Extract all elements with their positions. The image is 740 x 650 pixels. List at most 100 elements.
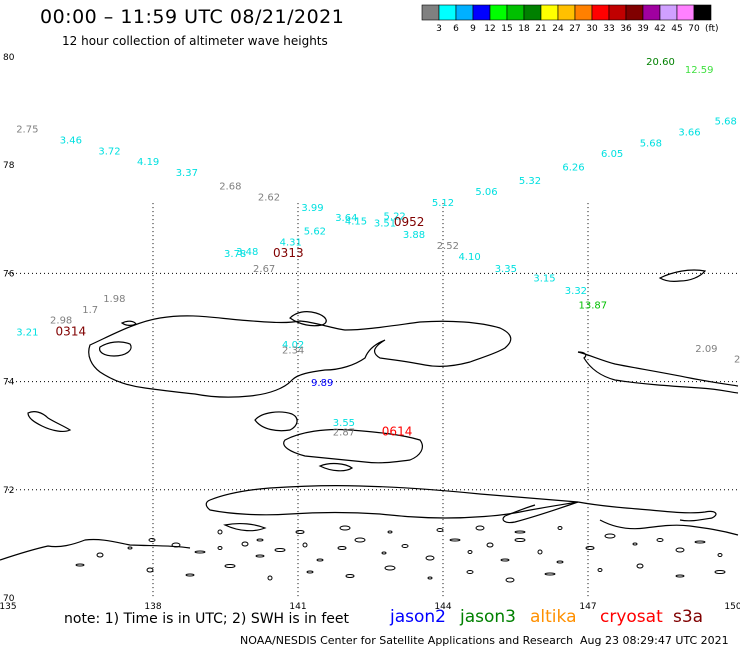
latitude-label: 70: [3, 594, 15, 604]
longitude-label: 144: [434, 602, 451, 612]
lake: [467, 550, 473, 554]
legend-label: 9: [470, 24, 476, 34]
legend-swatch: [455, 4, 474, 21]
lake: [597, 568, 603, 572]
legend-swatch: [438, 4, 457, 21]
legend-swatch: [489, 4, 508, 21]
wave-height-value: 5.22: [384, 211, 406, 222]
satellite-jason2: jason2: [390, 607, 446, 627]
lake: [514, 530, 526, 534]
note-text: note: 1) Time is in UTC; 2) SWH is in fe…: [64, 611, 350, 627]
lake: [224, 564, 236, 568]
pass-time-label: 0952: [394, 215, 425, 229]
legend-swatch: [693, 4, 712, 21]
lake: [295, 530, 305, 534]
lake: [425, 555, 435, 561]
lake: [302, 542, 308, 548]
wave-height-value: 2.09: [695, 344, 717, 355]
longitude-labels: 135 138 141 144 147 150: [0, 602, 740, 612]
wave-height-value: 2.66: [734, 355, 740, 366]
longitude-label: 141: [289, 602, 306, 612]
footer-source: NOAA/NESDIS Center for Satellite Applica…: [240, 634, 574, 647]
lake: [401, 544, 409, 548]
wave-height-value: 3.21: [16, 328, 38, 339]
lake: [544, 572, 556, 576]
legend-label: 24: [552, 24, 564, 34]
wave-height-value: 20.60: [646, 57, 675, 68]
lake: [354, 537, 366, 543]
latitude-label: 78: [3, 161, 15, 171]
legend-label: 27: [569, 24, 580, 34]
legend-label: 18: [518, 24, 530, 34]
lake: [436, 528, 444, 532]
wave-height-value: 2.67: [253, 264, 275, 275]
satellite-s3a: s3a: [673, 607, 704, 627]
wave-height-value: 3.48: [236, 247, 258, 258]
longitude-label: 147: [579, 602, 596, 612]
wave-height-value: 4.10: [458, 252, 480, 263]
legend-label: 70: [688, 24, 700, 34]
latitude-label: 74: [3, 378, 15, 388]
pass-time-label: 0313: [273, 246, 304, 260]
lake: [604, 533, 616, 539]
lake: [381, 551, 387, 555]
lake: [636, 563, 644, 569]
wave-height-value: 2.98: [50, 316, 72, 327]
legend-label: 36: [620, 24, 632, 34]
wave-height-value: 2.52: [437, 241, 459, 252]
wave-height-value: 5.68: [640, 138, 662, 149]
lake: [675, 574, 685, 578]
map-subtitle: 12 hour collection of altimeter wave hei…: [62, 34, 328, 48]
wave-height-value: 12.59: [685, 65, 714, 76]
legend-label: 30: [586, 24, 598, 34]
latitude-labels: 80 78 76 74 72 70: [3, 53, 15, 604]
legend-label: 42: [654, 24, 665, 34]
lake: [217, 546, 223, 550]
lake: [694, 540, 706, 544]
legend-label: 33: [603, 24, 614, 34]
wave-height-value: 13.87: [579, 301, 608, 312]
legend-swatch: [574, 4, 593, 21]
lake: [146, 567, 154, 573]
latitude-label: 80: [3, 53, 15, 63]
legend-swatch: [523, 4, 542, 21]
wave-height-value: 1.98: [103, 294, 125, 305]
lake: [632, 542, 638, 546]
wave-height-value: 3.55: [333, 418, 355, 429]
lake: [274, 548, 286, 552]
legend-unit: (ft): [705, 24, 719, 34]
lake: [714, 570, 726, 574]
lake: [500, 558, 510, 562]
lake: [241, 541, 249, 547]
wave-height-value: 4.31: [280, 237, 302, 248]
satellite-cryosat: cryosat: [600, 607, 663, 627]
legend-swatch: [608, 4, 627, 21]
wave-height-value: 5.62: [304, 226, 326, 237]
wave-height-value: 3.15: [533, 274, 555, 285]
lake: [267, 575, 273, 581]
lake: [717, 553, 723, 557]
lake: [148, 538, 156, 542]
wave-height-value: 3.78: [224, 249, 246, 260]
lake: [514, 538, 526, 542]
lake: [316, 558, 324, 562]
legend-swatch: [540, 4, 559, 21]
wave-height-value: 5.06: [475, 187, 497, 198]
satellite-altika: altika: [530, 607, 577, 627]
longitude-label: 135: [0, 602, 17, 612]
legend-swatch: [557, 4, 576, 21]
lake: [337, 546, 347, 550]
footer-timestamp: Aug 23 08:29:47 UTC 2021: [580, 634, 729, 647]
latitude-label: 76: [3, 269, 15, 279]
lake: [127, 546, 133, 550]
wave-height-value: 5.68: [715, 117, 737, 128]
wave-height-value: 2.68: [219, 182, 241, 193]
lake: [255, 554, 265, 558]
wave-height-value: 3.72: [98, 146, 120, 157]
wave-height-value: 3.32: [565, 286, 587, 297]
pass-time-label: 0614: [382, 425, 413, 439]
lake: [217, 529, 223, 535]
legend-label: 3: [436, 24, 442, 34]
lake: [339, 525, 351, 531]
